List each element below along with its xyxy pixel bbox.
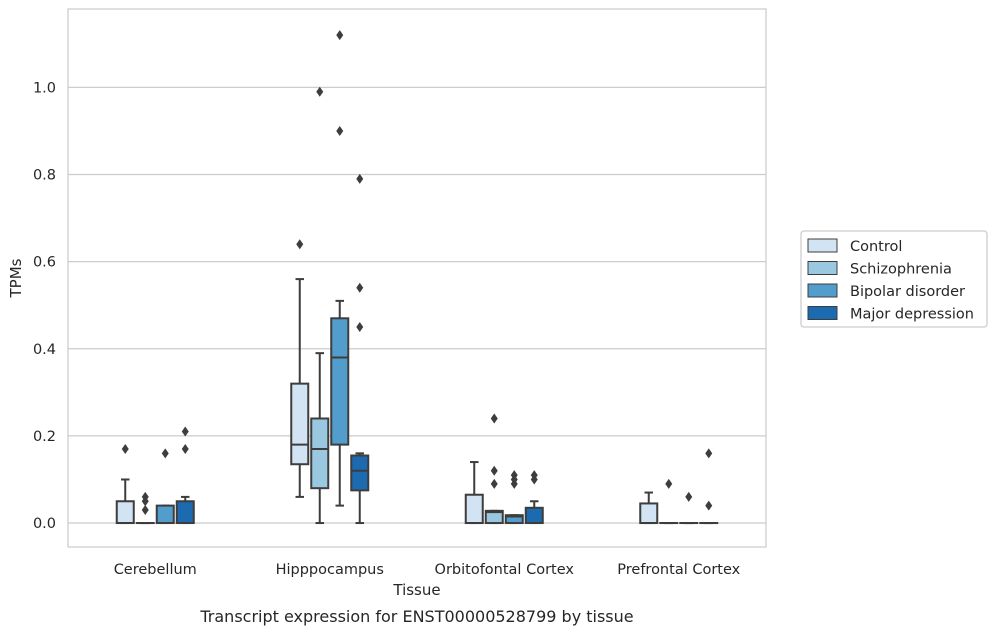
x-axis-label: Tissue	[392, 581, 440, 599]
y-tick-label: 0.6	[33, 255, 56, 271]
outlier-point	[141, 491, 149, 502]
outlier-point	[685, 491, 693, 502]
x-tick-label: Hipppocampus	[276, 562, 384, 578]
outlier-point	[316, 86, 324, 97]
box	[639, 502, 659, 525]
outlier-point	[356, 282, 364, 293]
y-axis-label: TPMs	[7, 258, 25, 298]
outlier-point	[510, 470, 518, 481]
plot-area-frame	[67, 8, 767, 548]
box	[155, 504, 175, 525]
series-control	[115, 239, 659, 525]
box	[524, 506, 544, 525]
legend-label: Schizophrenia	[850, 262, 952, 278]
box	[175, 500, 195, 525]
outlier-point	[490, 413, 498, 424]
box	[350, 454, 370, 492]
box	[504, 514, 524, 525]
box	[484, 509, 504, 525]
legend-label: Control	[850, 239, 902, 255]
x-tick-label: Cerebellum	[114, 562, 197, 578]
box	[464, 493, 484, 525]
outlier-point	[121, 443, 129, 454]
legend: Control Schizophrenia Bipolar disorder Majo…	[800, 230, 988, 328]
outlier-point	[356, 322, 364, 333]
y-tick-label: 1.0	[33, 80, 56, 96]
legend-label: Bipolar disorder	[850, 284, 965, 300]
outlier-point	[490, 478, 498, 489]
outlier-point	[665, 478, 673, 489]
chart-caption: Transcript expression for ENST0000052879…	[199, 607, 633, 626]
x-tick-label: Orbitofontal Cortex	[435, 562, 575, 578]
box	[310, 417, 330, 490]
outlier-point	[181, 426, 189, 437]
box	[330, 317, 350, 446]
x-tick-label: Prefrontal Cortex	[617, 562, 740, 578]
series-bipolar-disorder	[155, 30, 699, 525]
legend-swatch	[807, 261, 838, 275]
series-schizophrenia	[135, 86, 679, 525]
legend-label: Major depression	[850, 307, 974, 323]
outlier-point	[705, 448, 713, 459]
legend-swatch	[807, 283, 838, 298]
series-major-depression	[175, 173, 719, 525]
outlier-point	[296, 239, 304, 250]
legend-swatch	[807, 238, 838, 253]
outlier-point	[161, 448, 169, 459]
outlier-point	[530, 470, 538, 481]
outlier-point	[141, 504, 149, 515]
y-tick-label: 0.8	[33, 168, 56, 184]
box	[115, 500, 135, 525]
outlier-point	[705, 500, 713, 511]
outlier-point	[336, 125, 344, 136]
x-axis-ticks: Cerebellum Hipppocampus Orbitofontal Corte…	[114, 562, 741, 578]
outlier-point	[490, 465, 498, 476]
y-tick-label: 0.4	[33, 342, 56, 358]
legend-frame	[800, 230, 988, 328]
box	[290, 382, 310, 466]
outlier-point	[356, 173, 364, 184]
box-series	[115, 30, 719, 525]
outlier-point	[181, 443, 189, 454]
y-axis-ticks: 0.0 0.2 0.4 0.6 0.8 1.0	[33, 80, 56, 532]
y-tick-label: 0.0	[33, 516, 56, 532]
legend-swatch	[807, 306, 838, 320]
y-tick-label: 0.2	[33, 429, 56, 445]
outlier-point	[336, 30, 344, 41]
